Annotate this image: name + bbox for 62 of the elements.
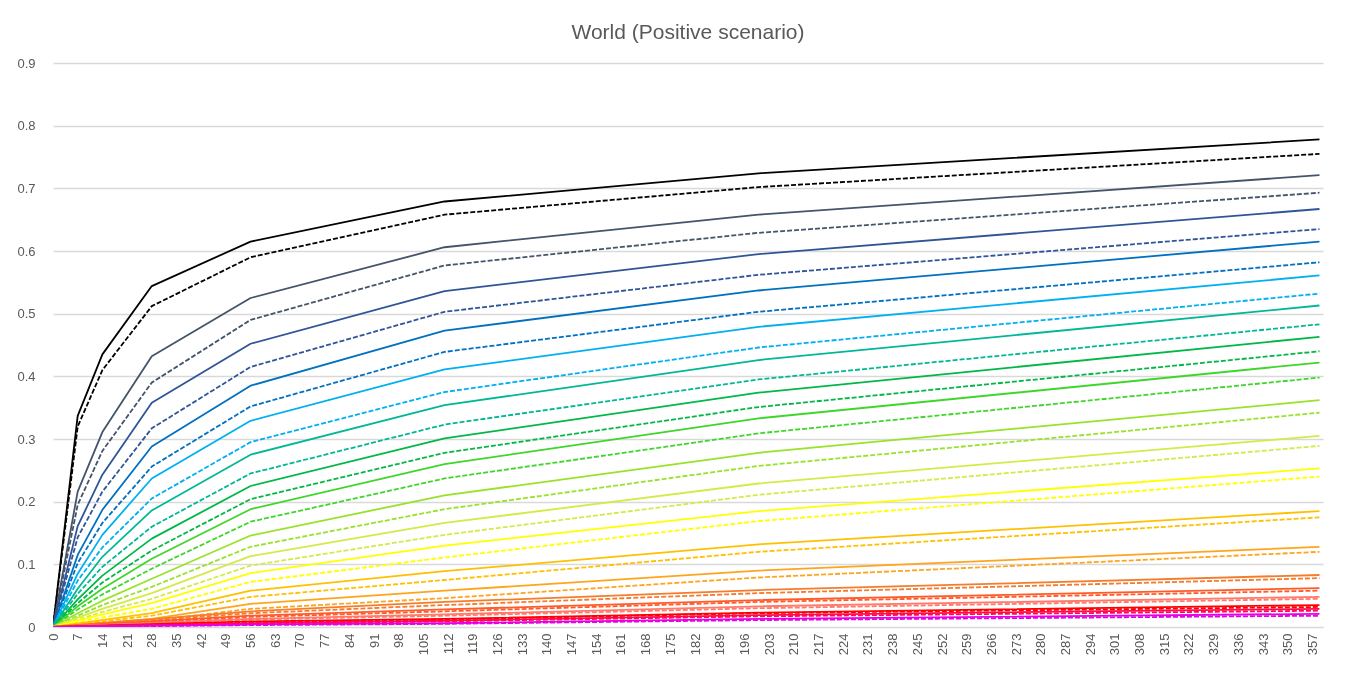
x-tick-label: 329 xyxy=(1206,633,1222,656)
x-tick-label: 28 xyxy=(144,633,160,648)
x-tick-label: 133 xyxy=(514,633,530,656)
y-tick-label: 0.4 xyxy=(17,368,36,384)
x-tick-label: 259 xyxy=(959,633,975,656)
x-tick-label: 350 xyxy=(1280,633,1296,656)
x-tick-label: 203 xyxy=(761,633,777,656)
y-tick-label: 0.7 xyxy=(17,180,36,196)
x-tick-label: 56 xyxy=(243,633,259,648)
x-tick-label: 266 xyxy=(983,633,999,656)
x-tick-label: 231 xyxy=(860,633,876,656)
y-tick-label: 0.3 xyxy=(17,431,36,447)
x-tick-label: 0 xyxy=(45,633,61,641)
y-tick-label: 0.9 xyxy=(17,55,36,71)
x-tick-label: 21 xyxy=(119,633,135,648)
x-tick-label: 238 xyxy=(885,633,901,656)
x-tick-label: 105 xyxy=(415,633,431,656)
x-tick-label: 196 xyxy=(736,633,752,656)
x-tick-label: 357 xyxy=(1304,633,1320,656)
x-tick-label: 91 xyxy=(366,633,382,648)
x-tick-label: 168 xyxy=(638,633,654,656)
x-tick-label: 98 xyxy=(391,633,407,648)
x-tick-label: 189 xyxy=(712,633,728,656)
x-tick-label: 119 xyxy=(465,633,481,655)
x-tick-label: 112 xyxy=(440,633,456,655)
x-tick-label: 126 xyxy=(490,633,505,656)
x-tick-label: 315 xyxy=(1156,633,1172,656)
y-tick-label: 0.6 xyxy=(17,243,36,259)
x-tick-label: 42 xyxy=(193,633,209,648)
x-tick-label: 140 xyxy=(539,633,555,656)
x-tick-label: 7 xyxy=(70,633,86,641)
x-tick-label: 84 xyxy=(341,633,357,648)
x-tick-label: 77 xyxy=(317,633,333,648)
x-tick-label: 35 xyxy=(168,633,184,648)
x-tick-label: 14 xyxy=(94,633,110,648)
y-tick-label: 0.1 xyxy=(17,556,36,572)
x-tick-label: 308 xyxy=(1132,633,1148,656)
chart-title: World (Positive scenario) xyxy=(571,20,805,43)
x-tick-label: 49 xyxy=(218,633,234,648)
x-tick-label: 252 xyxy=(934,633,950,656)
x-tick-label: 301 xyxy=(1107,633,1123,656)
x-tick-label: 336 xyxy=(1230,633,1246,656)
x-tick-label: 280 xyxy=(1033,633,1049,656)
x-tick-label: 224 xyxy=(835,633,851,656)
x-tick-label: 294 xyxy=(1082,633,1098,656)
x-tick-label: 154 xyxy=(588,633,604,656)
x-tick-label: 287 xyxy=(1057,633,1073,656)
x-tick-label: 70 xyxy=(292,633,308,648)
x-tick-label: 217 xyxy=(811,633,827,656)
y-tick-label: 0.5 xyxy=(17,306,36,322)
x-tick-label: 210 xyxy=(786,633,802,656)
x-tick-label: 147 xyxy=(564,633,580,656)
x-tick-label: 182 xyxy=(687,633,703,656)
x-tick-label: 175 xyxy=(662,633,678,656)
y-tick-label: 0.2 xyxy=(17,494,36,510)
x-tick-label: 343 xyxy=(1255,633,1271,656)
x-tick-label: 161 xyxy=(613,633,629,656)
x-tick-label: 322 xyxy=(1181,633,1197,656)
x-tick-label: 245 xyxy=(909,633,925,656)
x-tick-label: 273 xyxy=(1008,633,1024,656)
y-tick-label: 0.8 xyxy=(17,118,36,134)
x-tick-label: 63 xyxy=(267,633,283,648)
